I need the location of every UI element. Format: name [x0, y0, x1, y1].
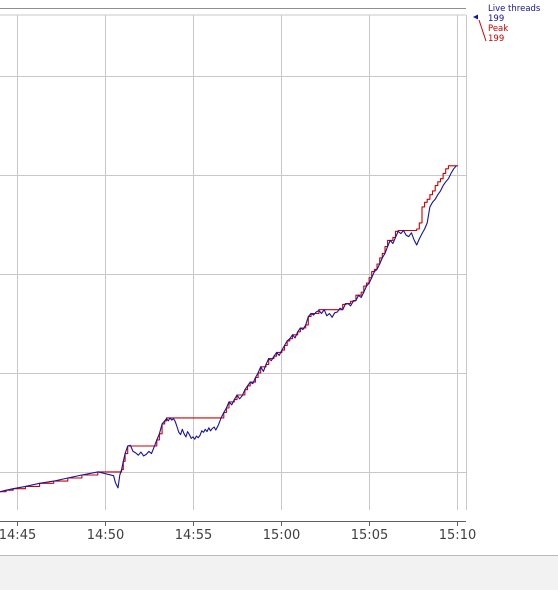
- legend-peak-label: Peak: [488, 24, 508, 34]
- legend-peak-value: 199: [488, 34, 504, 44]
- x-tick-label: 14:50: [87, 528, 124, 543]
- peak-series-line: [0, 165, 459, 493]
- legend-connector: [478, 19, 487, 42]
- grid-lines: [0, 8, 467, 510]
- threads-marker-icon: [473, 14, 478, 20]
- x-tick-label: 15:10: [439, 528, 476, 543]
- legend: Live threads 199 Peak 199: [473, 4, 541, 44]
- x-tick-label: 15:05: [351, 528, 388, 543]
- x-tick-label: 14:55: [175, 528, 212, 543]
- series-layer: [0, 165, 459, 493]
- x-tick-label: 15:00: [263, 528, 300, 543]
- x-axis: 14:45 14:50 14:55 15:00 15:05 15:10: [0, 521, 476, 543]
- legend-threads-label: Live threads: [488, 4, 541, 14]
- footer-strip: [0, 555, 558, 590]
- legend-threads-value: 199: [488, 14, 504, 24]
- live-threads-series-line: [0, 165, 457, 493]
- x-tick-label: 14:45: [0, 528, 36, 543]
